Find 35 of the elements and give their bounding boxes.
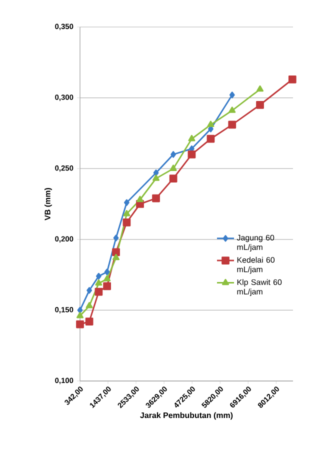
point	[207, 120, 214, 128]
point	[136, 196, 144, 202]
point	[77, 306, 83, 314]
point	[76, 320, 84, 328]
point	[152, 194, 160, 202]
point	[124, 199, 130, 206]
point	[103, 282, 111, 290]
point	[256, 85, 264, 92]
point	[95, 279, 102, 286]
point	[104, 275, 111, 282]
point	[96, 272, 102, 280]
point	[288, 75, 296, 84]
point	[76, 312, 84, 318]
point	[85, 318, 94, 326]
point	[170, 151, 176, 158]
point	[112, 254, 120, 260]
point	[123, 210, 130, 216]
point	[104, 268, 110, 276]
point	[86, 302, 93, 308]
point	[94, 288, 103, 296]
point	[169, 174, 178, 182]
point	[228, 120, 236, 129]
point	[170, 164, 177, 171]
point	[188, 134, 196, 142]
point	[112, 248, 120, 256]
point	[152, 174, 160, 181]
point	[86, 287, 92, 294]
point	[229, 92, 235, 98]
point	[206, 134, 215, 143]
point	[153, 170, 159, 176]
point	[188, 150, 196, 158]
point	[228, 106, 236, 113]
point	[113, 234, 119, 242]
point	[122, 218, 131, 226]
point	[256, 100, 264, 109]
